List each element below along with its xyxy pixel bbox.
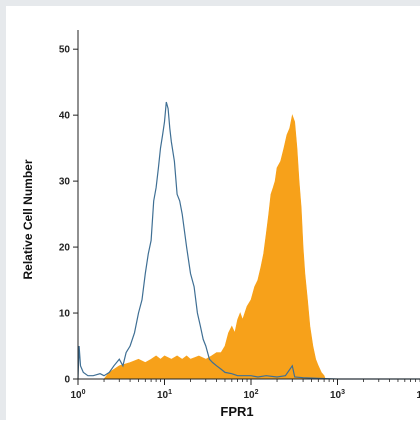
x-tick-label: 102 bbox=[243, 389, 258, 401]
y-axis-title: Relative Cell Number bbox=[21, 159, 35, 279]
y-tick-label: 30 bbox=[59, 177, 71, 188]
axes-layer bbox=[77, 30, 420, 380]
histogram-chart: 0 10 20 30 40 50 100 101 102 103 104 FPR1 Relative… bbox=[21, 30, 420, 419]
x-tick-label: 103 bbox=[330, 389, 345, 401]
y-tick-label: 10 bbox=[59, 309, 71, 320]
y-tick-label: 50 bbox=[59, 45, 71, 56]
y-tick-label: 0 bbox=[64, 375, 70, 386]
y-tick-label: 20 bbox=[59, 243, 71, 254]
ticks-layer: 0 10 20 30 40 50 100 101 102 103 104 bbox=[59, 45, 420, 401]
series-filled-histogram bbox=[103, 114, 326, 380]
y-tick-label: 40 bbox=[59, 111, 71, 122]
series-layer bbox=[77, 101, 420, 380]
series-outline-histogram bbox=[77, 101, 420, 380]
x-tick-label: 101 bbox=[157, 389, 172, 401]
x-tick-label: 100 bbox=[70, 389, 85, 401]
x-axis-title: FPR1 bbox=[220, 404, 253, 419]
x-tick-label: 104 bbox=[416, 389, 420, 401]
